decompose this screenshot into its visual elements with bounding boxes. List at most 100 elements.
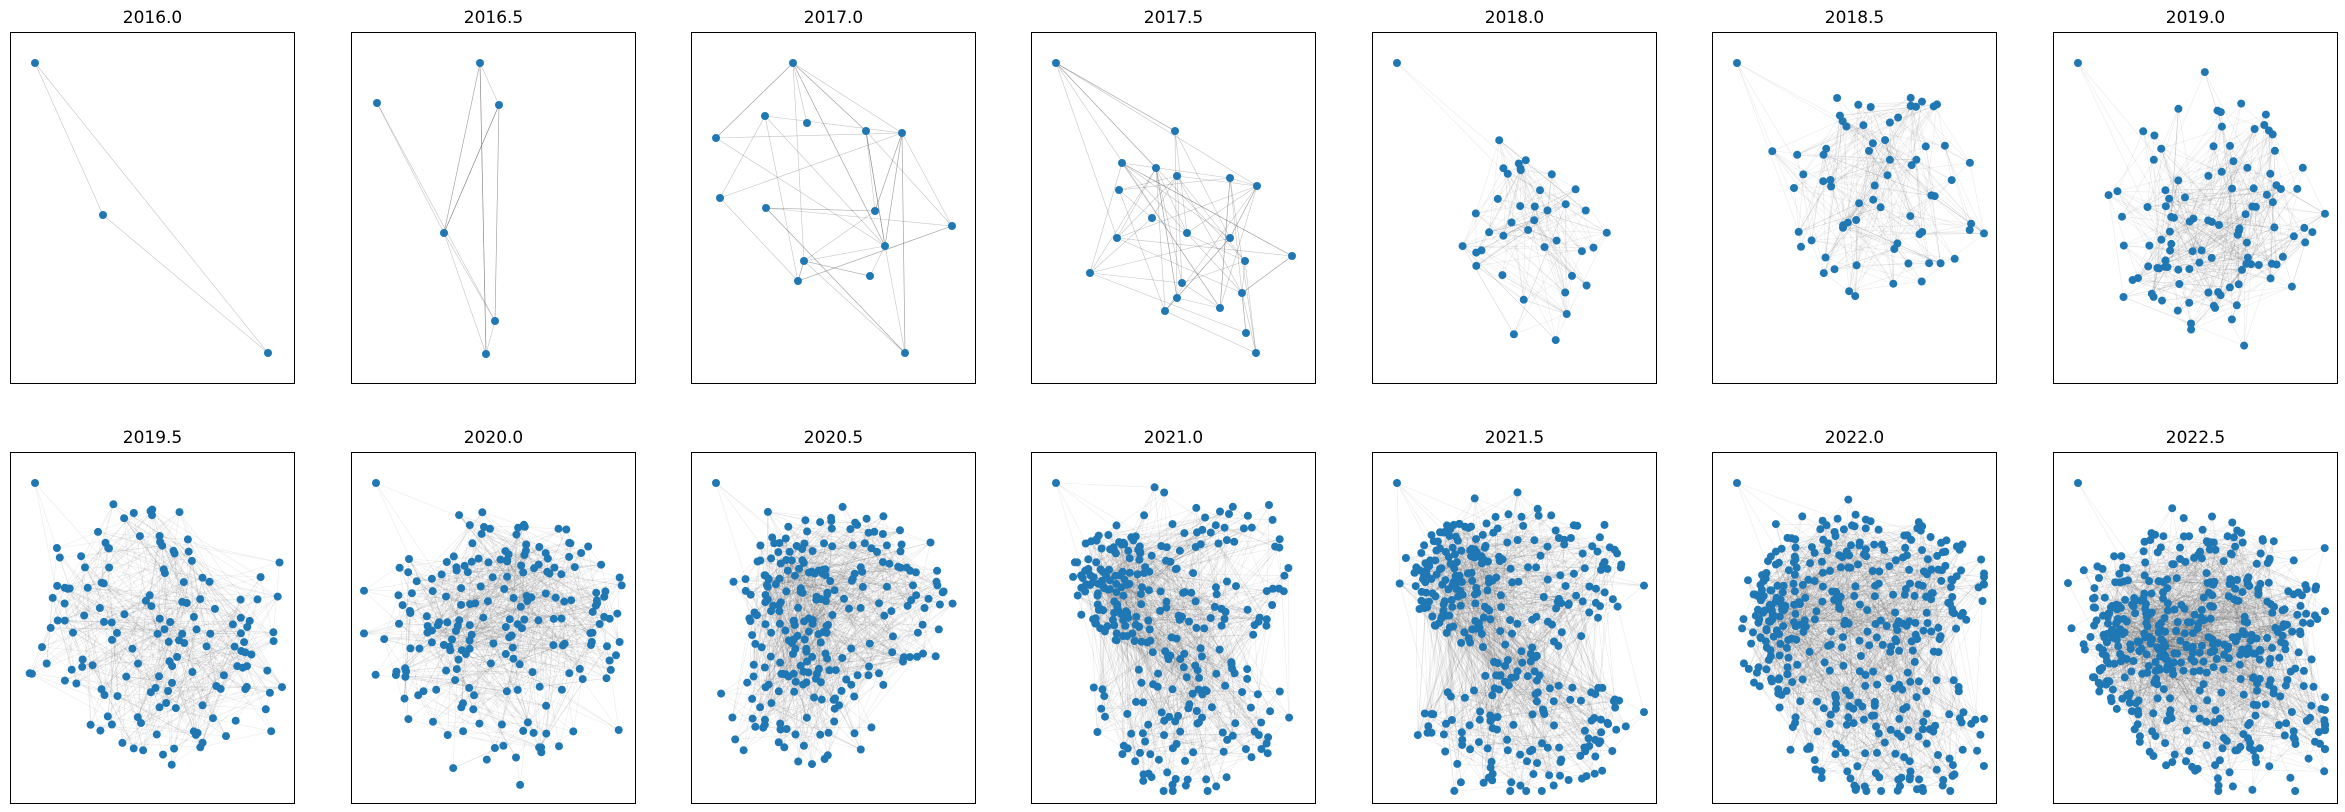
- graph-edge: [821, 570, 911, 700]
- graph-edge: [1842, 227, 1941, 264]
- graph-edge: [52, 597, 72, 670]
- graph-edge: [405, 606, 521, 678]
- graph-edge: [1811, 106, 1917, 241]
- graph-node: [767, 628, 776, 637]
- graph-edge: [1462, 235, 1504, 247]
- network-panel: 2020.5: [691, 428, 976, 804]
- graph-edge: [450, 618, 610, 651]
- graph-edge: [176, 624, 234, 658]
- graph-edge: [456, 543, 473, 568]
- graph-node: [65, 584, 74, 593]
- graph-edge: [1475, 213, 1477, 266]
- graph-edge: [765, 207, 906, 354]
- graph-edge: [2108, 135, 2155, 196]
- graph-edge: [820, 632, 919, 683]
- graph-node: [72, 679, 81, 688]
- graph-edge: [1122, 656, 1203, 755]
- graph-edge: [2265, 114, 2298, 190]
- graph-node: [256, 573, 265, 582]
- graph-edge: [734, 620, 794, 740]
- graph-edge: [825, 651, 893, 654]
- graph-edge: [1798, 207, 1881, 233]
- graph-edge: [1868, 150, 1985, 234]
- graph-node: [1768, 147, 1777, 156]
- graph-node: [129, 744, 138, 753]
- graph-edge: [1849, 281, 1922, 292]
- graph-edge: [2270, 213, 2326, 279]
- graph-edge: [383, 638, 448, 736]
- graph-edge: [1797, 154, 1917, 161]
- graph-node: [160, 625, 169, 634]
- graph-edge: [539, 677, 607, 687]
- graph-node: [452, 566, 461, 575]
- graph-edge: [395, 674, 504, 747]
- graph-edge: [753, 676, 822, 700]
- graph-edge: [1488, 210, 1548, 233]
- graph-edge: [404, 642, 433, 699]
- graph-edge: [1823, 195, 1932, 274]
- graph-node: [1514, 159, 1523, 168]
- graph-edge: [1797, 97, 1911, 156]
- graph-edge: [2208, 292, 2237, 306]
- graph-edge: [834, 657, 843, 699]
- graph-edge: [820, 542, 931, 643]
- graph-edge: [864, 543, 893, 653]
- graph-node: [2267, 259, 2276, 268]
- graph-edge: [169, 652, 246, 662]
- graph-edge: [2189, 221, 2247, 264]
- graph-edge: [546, 618, 555, 734]
- graph-edge: [521, 628, 563, 690]
- graph-edge: [800, 543, 825, 589]
- graph-node: [782, 587, 791, 596]
- graph-edge: [1551, 174, 1583, 252]
- graph-edge: [450, 573, 550, 651]
- graph-edge: [459, 514, 517, 535]
- graph-edge: [792, 62, 867, 132]
- graph-edge: [2221, 171, 2252, 265]
- graph-edge: [101, 601, 183, 690]
- graph-edge: [398, 623, 506, 628]
- graph-edge: [2264, 124, 2274, 203]
- graph-node: [1498, 271, 1507, 280]
- graph-edge: [72, 621, 171, 633]
- graph-edge: [1916, 159, 1935, 197]
- graph-node: [2119, 241, 2128, 250]
- graph-edge: [765, 207, 906, 354]
- graph-edge: [1170, 561, 1228, 582]
- graph-edge: [443, 232, 487, 355]
- graph-edge: [2280, 188, 2306, 243]
- graph-edge: [1164, 310, 1257, 354]
- graph-edge: [437, 546, 540, 626]
- graph-node: [801, 516, 810, 525]
- graph-edge: [206, 599, 241, 647]
- graph-edge: [803, 562, 899, 568]
- graph-edge: [1125, 611, 1267, 620]
- edge-layer: [1396, 62, 1608, 341]
- graph-node: [803, 119, 811, 127]
- graph-node: [800, 617, 809, 626]
- graph-edge: [116, 620, 250, 634]
- graph-node: [360, 586, 368, 595]
- graph-edge: [1825, 121, 1843, 258]
- graph-edge: [793, 639, 821, 735]
- graph-node: [804, 568, 813, 577]
- graph-node: [810, 693, 819, 702]
- graph-node: [1933, 100, 1941, 109]
- graph-edge: [818, 570, 936, 657]
- graph-edge: [1839, 115, 1844, 228]
- graph-edge: [715, 137, 886, 247]
- graph-edge: [2291, 242, 2306, 287]
- graph-node: [442, 558, 451, 566]
- graph-edge: [1503, 167, 1607, 233]
- graph-node: [1793, 150, 1802, 159]
- graph-edge: [171, 685, 217, 765]
- graph-node: [828, 542, 837, 551]
- graph-edge: [1830, 139, 1886, 187]
- graph-edge: [1166, 527, 1225, 548]
- plot-frame: [691, 32, 976, 384]
- graph-edge: [457, 550, 527, 627]
- graph-edge: [797, 573, 823, 762]
- graph-edge: [171, 596, 278, 684]
- graph-edge: [142, 641, 169, 751]
- graph-edge: [1842, 227, 1894, 284]
